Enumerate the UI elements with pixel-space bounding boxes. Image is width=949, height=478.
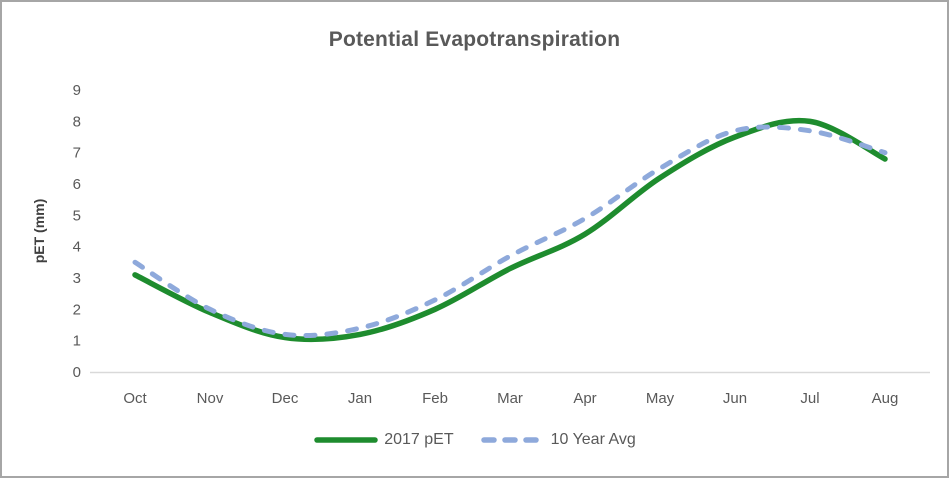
x-tick-label: Nov: [197, 390, 224, 407]
y-tick-label: 4: [73, 239, 81, 256]
legend-line-sample-10-year-avg: [480, 436, 546, 444]
y-tick-label: 1: [73, 333, 81, 350]
legend-label-10-year-avg: 10 Year Avg: [550, 431, 636, 448]
y-tick-label: 6: [73, 176, 81, 193]
legend-item-2017-pet: 2017 pET: [313, 431, 454, 449]
series-line-0: [132, 117, 888, 343]
y-tick-label: 2: [73, 301, 81, 318]
y-tick-label: 0: [73, 364, 81, 381]
x-tick-label: Apr: [573, 390, 596, 407]
y-tick-label: 9: [73, 82, 81, 99]
y-tick-label: 7: [73, 145, 81, 162]
x-tick-label: Dec: [272, 390, 299, 407]
legend-item-10-year-avg: 10 Year Avg: [480, 431, 636, 449]
x-tick-label: Jan: [348, 390, 372, 407]
y-tick-label: 5: [73, 207, 81, 224]
y-tick-label: 8: [73, 113, 81, 130]
x-tick-label: Aug: [872, 390, 899, 407]
legend-line-sample-2017-pet: [313, 436, 379, 444]
x-tick-label: May: [646, 390, 675, 407]
series-line-1: [132, 124, 888, 339]
x-tick-label: Oct: [123, 390, 147, 407]
chart-title: Potential Evapotranspiration: [328, 28, 621, 51]
x-tick-label: Mar: [497, 390, 523, 407]
legend: 2017 pET 10 Year Avg: [2, 431, 947, 449]
x-tick-label: Jun: [723, 390, 747, 407]
x-tick-label: Jul: [800, 390, 819, 407]
legend-label-2017-pet: 2017 pET: [384, 431, 454, 448]
x-tick-label: Feb: [422, 390, 448, 407]
y-tick-label: 3: [73, 270, 81, 287]
